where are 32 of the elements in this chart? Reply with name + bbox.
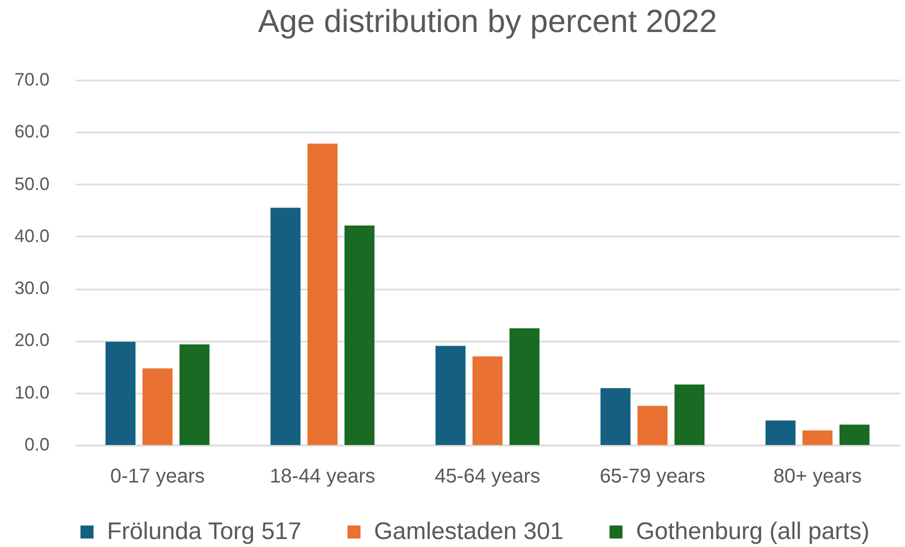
y-tick-label: 70.0: [14, 70, 50, 90]
bar: [509, 328, 540, 445]
bar: [766, 420, 796, 445]
x-tick-label: 0-17 years: [110, 466, 205, 488]
legend-label: Gamlestaden 301: [374, 518, 564, 545]
y-tick-label: 20.0: [14, 330, 50, 350]
bar: [472, 356, 502, 445]
bar: [436, 346, 466, 445]
bar: [270, 208, 301, 445]
bar: [674, 384, 704, 445]
bar: [802, 430, 832, 445]
bar: [308, 144, 338, 445]
bar: [179, 344, 210, 445]
x-tick-label: 45-64 years: [434, 466, 540, 488]
y-tick-label: 50.0: [14, 174, 50, 194]
y-tick-label: 30.0: [14, 278, 50, 298]
legend-label: Gothenburg (all parts): [636, 518, 870, 545]
legend-label: Frölunda Torg 517: [107, 518, 302, 545]
y-tick-label: 40.0: [14, 226, 50, 246]
y-tick-label: 0.0: [24, 434, 50, 454]
x-tick-label: 18-44 years: [270, 466, 376, 488]
bar: [142, 368, 172, 445]
bar: [344, 225, 374, 445]
chart-title: Age distribution by percent 2022: [258, 3, 717, 39]
bar: [839, 424, 870, 445]
y-tick-label: 10.0: [14, 382, 50, 402]
bar: [106, 342, 136, 445]
y-tick-label: 60.0: [14, 122, 50, 142]
bar: [600, 388, 631, 445]
bar: [638, 406, 668, 445]
x-tick-label: 65-79 years: [600, 466, 706, 488]
x-tick-label: 80+ years: [773, 466, 862, 488]
